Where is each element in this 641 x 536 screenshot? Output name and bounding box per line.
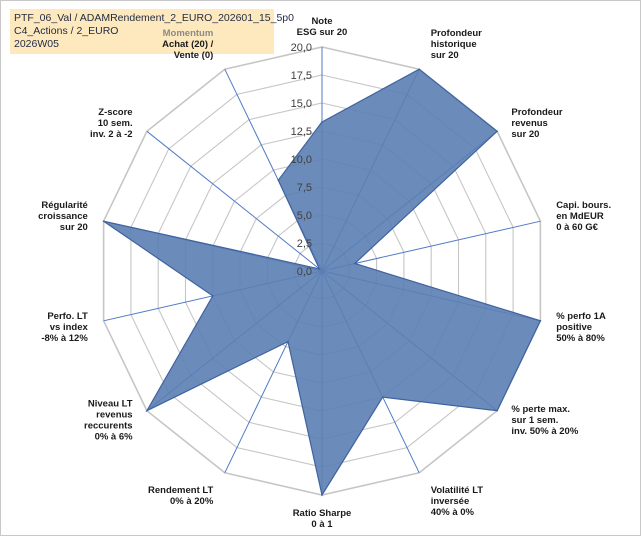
tick-label: 17,5 bbox=[291, 70, 312, 82]
axis-spoke bbox=[146, 130, 323, 272]
axis-label-line: historique bbox=[431, 39, 477, 50]
axis-label-line: croissance bbox=[38, 211, 88, 222]
axis-label-line: % perfo 1A bbox=[556, 311, 606, 322]
tick-label: 2,5 bbox=[297, 238, 312, 250]
axis-label-line: sur 20 bbox=[431, 50, 459, 61]
axis-label-line: en MdEUR bbox=[556, 211, 604, 222]
axis-label-line: reccurents bbox=[84, 421, 133, 432]
tick-label: 15,0 bbox=[291, 98, 312, 110]
axis-label-line: Achat (20) / bbox=[162, 39, 214, 50]
data-point bbox=[277, 179, 280, 181]
series-area bbox=[103, 68, 542, 497]
data-point bbox=[321, 121, 323, 123]
axis-label-line: sur 20 bbox=[60, 222, 88, 233]
axis-label-line: inv. 50% à 20% bbox=[511, 426, 578, 437]
data-point bbox=[354, 262, 356, 265]
data-point bbox=[102, 220, 105, 222]
axis-label-line: inversée bbox=[431, 496, 470, 507]
axis-label-line: sur 1 sem. bbox=[511, 415, 558, 426]
axis-label-group: % perte max.sur 1 sem.inv. 50% à 20% bbox=[511, 404, 578, 437]
data-point bbox=[496, 409, 498, 412]
axis-label-line: Régularité bbox=[41, 200, 87, 211]
tick-label: 0,0 bbox=[297, 266, 312, 278]
axis-label-line: Perfo. LT bbox=[47, 311, 88, 322]
axis-label-line: 50% à 80% bbox=[556, 333, 605, 344]
tick-label: 20,0 bbox=[291, 42, 312, 54]
axis-label-line: Vente (0) bbox=[174, 50, 214, 61]
axis-label-line: % perte max. bbox=[511, 404, 570, 415]
tick-label: 7,5 bbox=[297, 182, 312, 194]
axis-label-line: 0% à 20% bbox=[170, 496, 214, 507]
data-point bbox=[318, 268, 321, 270]
data-point bbox=[287, 340, 289, 343]
axis-label-line: ESG sur 20 bbox=[297, 27, 348, 38]
axis-label-line: vs index bbox=[50, 322, 89, 333]
header-portfolio-line: PTF_06_Val / ADAMRendement_2_EURO_202601… bbox=[14, 12, 294, 24]
data-point bbox=[418, 68, 421, 70]
axis-label-line: Rendement LT bbox=[148, 485, 213, 496]
axis-label-line: Volatilité LT bbox=[431, 485, 484, 496]
axis-label-line: Niveau LT bbox=[88, 399, 133, 410]
tick-label: 12,5 bbox=[291, 126, 312, 138]
data-point bbox=[381, 396, 384, 398]
radar-series bbox=[102, 68, 542, 497]
axis-label-line: revenus bbox=[96, 410, 132, 421]
tick-label: 5,0 bbox=[297, 210, 312, 222]
tick-label: 10,0 bbox=[291, 154, 312, 166]
axis-label-line: 0% à 6% bbox=[95, 432, 134, 443]
radial-tick-labels: 0,0 2,5 5,0 7,5 10,0 12,5 15,0 17,5 20,0 bbox=[291, 42, 312, 278]
portfolio-header: PTF_06_Val / ADAMRendement_2_EURO_202601… bbox=[10, 9, 294, 54]
axis-label-line: 10 sem. bbox=[98, 118, 133, 129]
data-point bbox=[539, 320, 542, 322]
axis-label-line: sur 20 bbox=[511, 129, 539, 140]
data-point bbox=[146, 409, 148, 412]
data-point bbox=[212, 295, 214, 297]
axis-label-line: 0 à 60 G€ bbox=[556, 222, 598, 233]
axis-label-line: Ratio Sharpe bbox=[293, 508, 352, 519]
data-point bbox=[321, 494, 323, 496]
header-week-line: 2026W05 bbox=[14, 38, 59, 50]
axis-label-line: Profondeur bbox=[511, 107, 562, 118]
axis-spoke bbox=[321, 220, 541, 272]
axis-label-line: Capi. bours. bbox=[556, 200, 611, 211]
axis-label-line: revenus bbox=[511, 118, 547, 129]
axis-label-line: Profondeur bbox=[431, 28, 482, 39]
axis-label-line: Z-score bbox=[98, 107, 132, 118]
axis-label-line: -8% à 12% bbox=[41, 333, 88, 344]
axis-label-group: Rendement LT0% à 20% bbox=[148, 485, 214, 507]
axis-label-line: Note bbox=[311, 16, 332, 27]
axis-label-line: 0 à 1 bbox=[311, 519, 333, 530]
axis-label-line: Momentum bbox=[163, 28, 214, 39]
data-point bbox=[496, 130, 498, 133]
header-category-line: C4_Actions / 2_EURO bbox=[14, 25, 119, 37]
axis-label-line: positive bbox=[556, 322, 592, 333]
axis-label-line: inv. 2 à -2 bbox=[90, 129, 133, 140]
axis-label-line: 40% à 0% bbox=[431, 507, 475, 518]
